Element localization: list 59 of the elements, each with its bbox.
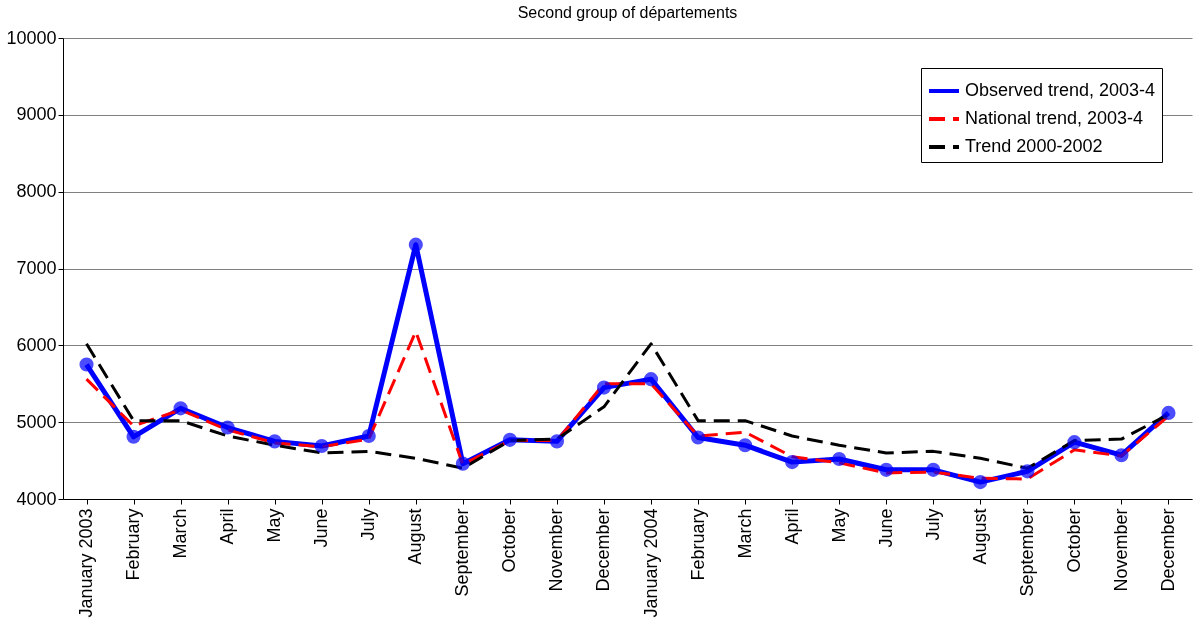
- x-tick-label: February: [123, 508, 144, 581]
- point: [502, 432, 517, 447]
- point: [1114, 448, 1129, 463]
- point: [361, 428, 376, 444]
- point: [785, 455, 800, 470]
- x-tick-label: August: [969, 508, 990, 565]
- point: [173, 401, 188, 416]
- x-tick-label: January 2004: [640, 508, 661, 618]
- x-tick-label: June: [311, 508, 332, 548]
- point: [690, 430, 706, 445]
- legend-label: National trend, 2003-4: [965, 108, 1144, 128]
- x-tick-label: June: [875, 508, 896, 548]
- x-tick-label: January 2003: [76, 508, 97, 618]
- y-tick-label: 6000: [16, 334, 57, 355]
- y-tick-label: 4000: [16, 488, 57, 509]
- point: [643, 372, 659, 387]
- x-tick-label: September: [452, 508, 473, 597]
- x-tick-label: May: [828, 508, 849, 543]
- point: [126, 429, 141, 444]
- point: [267, 434, 282, 449]
- point: [926, 462, 941, 477]
- legend-label: Observed trend, 2003-4: [965, 80, 1156, 100]
- x-tick-label: December: [1157, 508, 1178, 592]
- x-tick-label: February: [687, 508, 708, 581]
- x-tick-label: October: [499, 508, 520, 573]
- point: [1067, 435, 1082, 450]
- point: [832, 451, 847, 467]
- x-tick-label: July: [922, 508, 943, 541]
- y-tick-label: 8000: [16, 181, 57, 202]
- x-tick-label: April: [217, 508, 238, 545]
- point: [1161, 405, 1176, 420]
- point: [738, 438, 753, 453]
- x-tick-label: December: [593, 508, 614, 592]
- point: [220, 420, 235, 435]
- point: [549, 434, 565, 449]
- point: [314, 438, 329, 454]
- x-tick-label: September: [1016, 508, 1037, 597]
- x-tick-label: August: [405, 508, 426, 565]
- point: [1020, 464, 1035, 479]
- point: [596, 380, 612, 395]
- point: [79, 357, 94, 372]
- y-tick-label: 9000: [16, 104, 57, 125]
- y-tick-label: 7000: [16, 258, 57, 278]
- x-tick-label: March: [734, 508, 755, 559]
- x-tick-label: April: [781, 508, 802, 545]
- point: [408, 237, 423, 252]
- x-tick-label: May: [264, 508, 285, 543]
- y-tick-label: 10000: [6, 27, 57, 48]
- x-tick-label: November: [546, 508, 567, 592]
- x-tick-label: October: [1063, 508, 1084, 573]
- point: [455, 456, 470, 471]
- chart-title: Second group of départements: [517, 4, 738, 21]
- x-tick-label: March: [170, 508, 191, 559]
- point: [879, 462, 894, 477]
- point: [973, 475, 988, 490]
- legend-label: Trend 2000-2002: [965, 136, 1103, 156]
- x-tick-label: July: [358, 508, 379, 541]
- y-tick-label: 5000: [16, 411, 57, 432]
- x-tick-label: November: [1110, 508, 1131, 592]
